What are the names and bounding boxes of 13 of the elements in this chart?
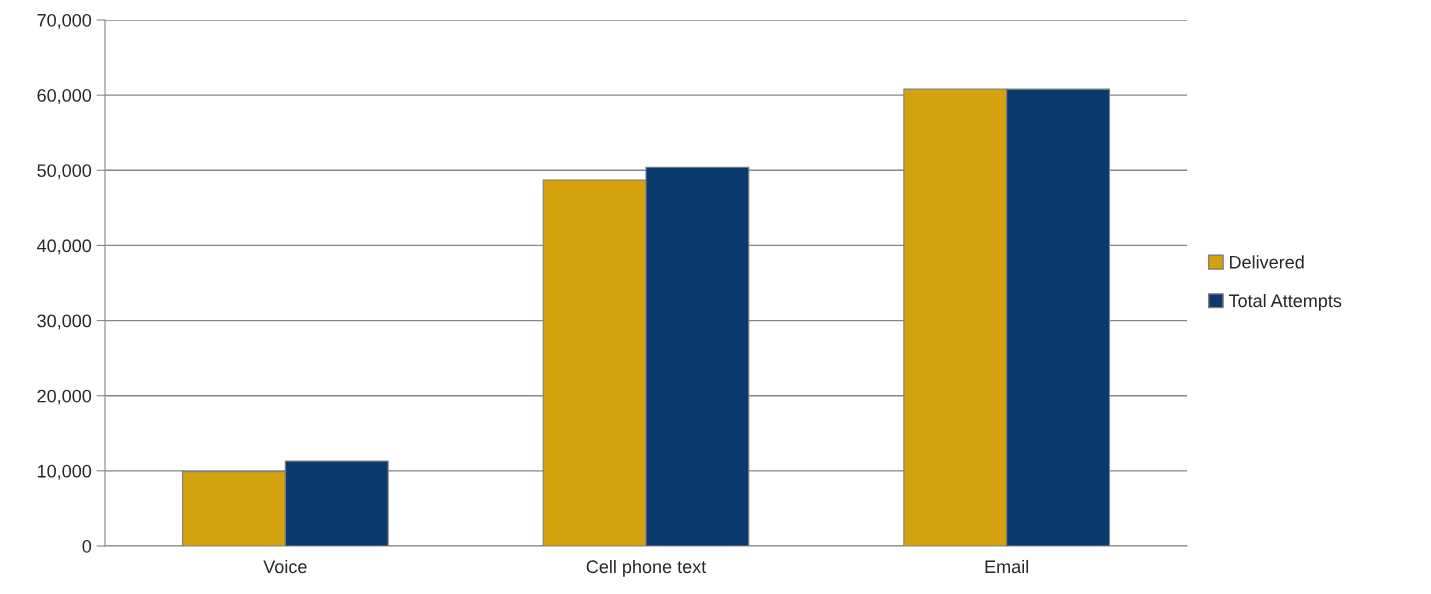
y-tick-label: 10,000 (37, 464, 92, 480)
y-tick-label: 20,000 (37, 389, 92, 405)
y-tick-label: 30,000 (37, 314, 92, 330)
y-tick-label: 0 (82, 539, 92, 553)
x-tick-label: Email (985, 559, 1029, 574)
y-tick-label: 50,000 (37, 164, 92, 180)
legend-label: Delivered (1230, 255, 1304, 269)
x-tick-label: Cell phone text (586, 559, 707, 577)
y-tick-label: 70,000 (37, 13, 92, 29)
legend-label: Total Attempts (1228, 293, 1342, 311)
y-tick-label: 40,000 (37, 239, 92, 255)
y-tick-label: 60,000 (37, 89, 92, 104)
x-tick-label: Voice (263, 559, 307, 574)
